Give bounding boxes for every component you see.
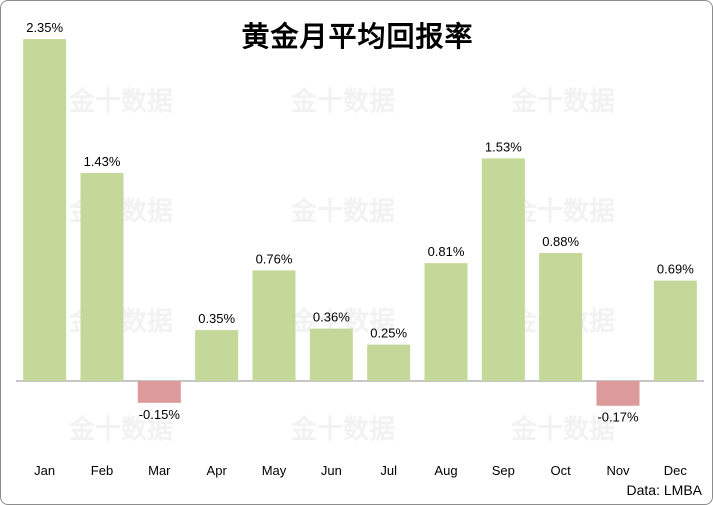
data-label-jan: 2.35% [26, 20, 63, 35]
bar-aug [424, 263, 468, 381]
bar-may [252, 270, 296, 381]
watermark: 金十数据 [291, 196, 396, 226]
chart-title: 黄金月平均回报率 [241, 20, 474, 53]
x-tick-label-nov: Nov [606, 463, 630, 478]
watermark: 金十数据 [291, 86, 396, 116]
watermark: 金十数据 [511, 414, 616, 444]
data-label-nov: -0.17% [597, 410, 639, 425]
data-label-feb: 1.43% [84, 154, 121, 169]
x-tick-label-apr: Apr [207, 463, 228, 478]
watermark: 金十数据 [511, 196, 616, 226]
x-tick-label-jul: Jul [380, 463, 397, 478]
watermark: 金十数据 [291, 414, 396, 444]
data-label-may: 0.76% [256, 251, 293, 266]
watermark: 金十数据 [69, 86, 174, 116]
bar-nov [596, 381, 640, 406]
x-tick-label-jun: Jun [321, 463, 342, 478]
x-tick-label-oct: Oct [551, 463, 572, 478]
data-label-apr: 0.35% [198, 311, 235, 326]
bar-feb [80, 172, 124, 381]
x-tick-label-mar: Mar [148, 463, 171, 478]
bar-sep [481, 158, 525, 381]
data-label-jun: 0.36% [313, 310, 350, 325]
x-tick-label-jan: Jan [34, 463, 55, 478]
bar-jan [23, 39, 67, 381]
x-tick-label-aug: Aug [434, 463, 457, 478]
bar-jul [367, 344, 411, 381]
x-tick-label-feb: Feb [91, 463, 113, 478]
x-tick-label-sep: Sep [492, 463, 515, 478]
bar-mar [137, 381, 181, 403]
x-tick-label-may: May [262, 463, 287, 478]
bar-oct [539, 252, 583, 381]
watermark: 金十数据 [69, 414, 174, 444]
data-label-sep: 1.53% [485, 139, 522, 154]
data-label-oct: 0.88% [542, 234, 579, 249]
watermark: 金十数据 [511, 86, 616, 116]
bar-jun [309, 328, 353, 381]
data-label-jul: 0.25% [370, 326, 407, 341]
data-label-aug: 0.81% [428, 244, 465, 259]
data-label-mar: -0.15% [139, 407, 181, 422]
bar-dec [653, 280, 697, 381]
data-label-dec: 0.69% [657, 262, 694, 277]
source-note: Data: LMBA [626, 482, 702, 498]
bar-apr [195, 330, 239, 381]
x-tick-label-dec: Dec [664, 463, 688, 478]
